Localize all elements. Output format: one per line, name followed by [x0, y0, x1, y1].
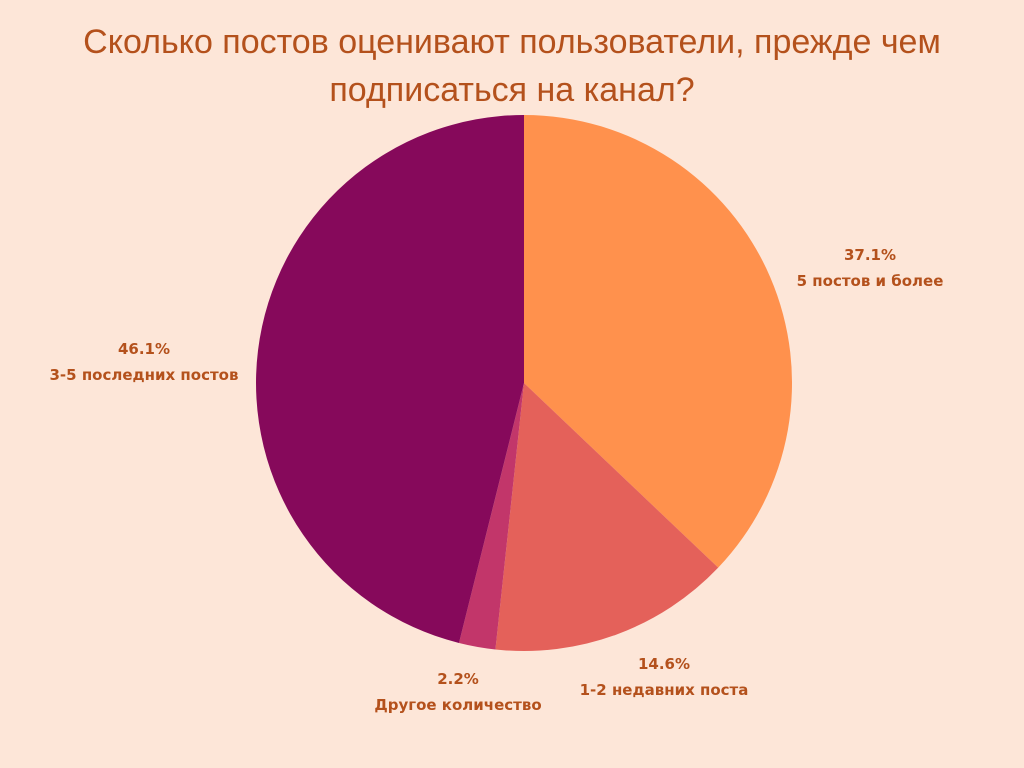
pie-slice	[524, 115, 793, 568]
slice-value-label: 14.6%	[638, 655, 690, 673]
pie-slice	[495, 383, 719, 651]
slice-value-label: 37.1%	[844, 246, 896, 264]
slice-category-label: 5 постов и более	[797, 272, 944, 290]
pie-slice	[256, 115, 524, 643]
pie-slice	[458, 383, 524, 650]
slice-category-label: Другое количество	[374, 696, 541, 714]
chart-title: Сколько постов оценивают пользователи, п…	[83, 23, 941, 109]
slice-category-label: 3-5 последних постов	[50, 366, 239, 384]
slice-value-label: 2.2%	[437, 670, 479, 688]
slice-value-label: 46.1%	[118, 340, 170, 358]
slice-category-label: 1-2 недавних поста	[580, 681, 749, 699]
